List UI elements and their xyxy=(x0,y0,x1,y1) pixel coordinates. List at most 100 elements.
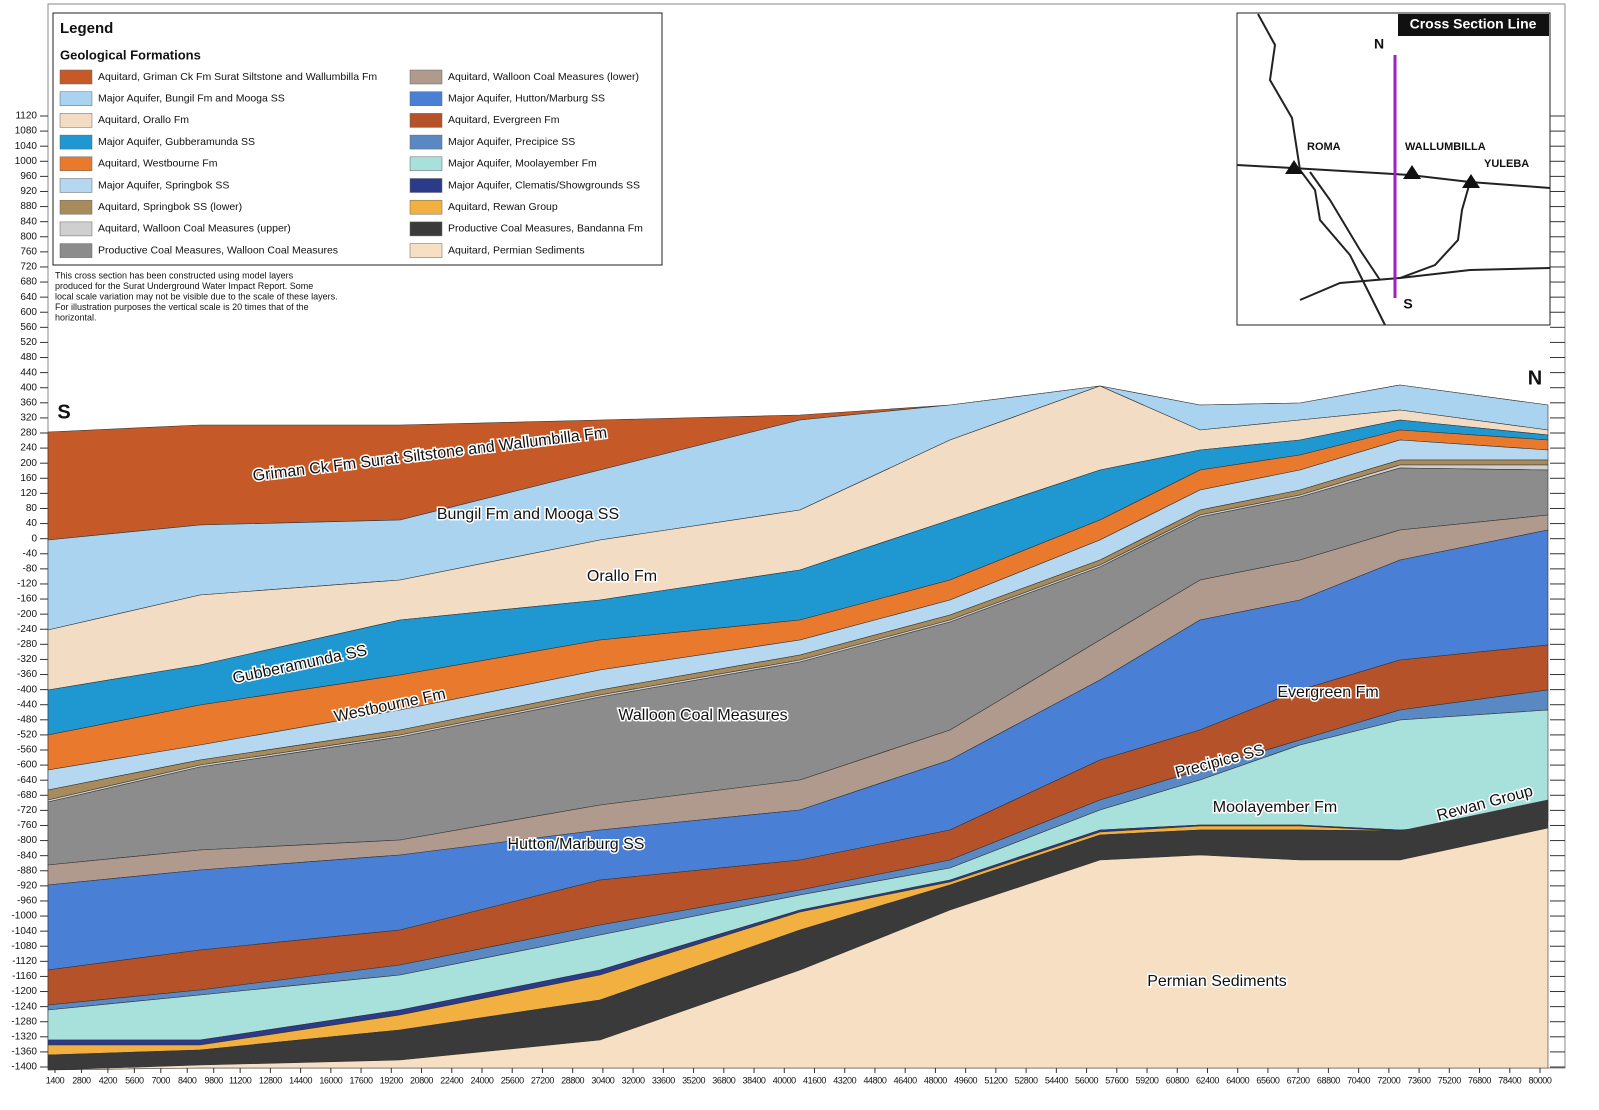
legend-label: Aquitard, Springbok SS (lower) xyxy=(98,201,242,213)
x-tick-label: 78400 xyxy=(1498,1075,1521,1085)
legend-label: Major Aquifer, Moolayember Fm xyxy=(448,158,597,170)
y-tick-label: 960 xyxy=(20,171,37,182)
south-label: S xyxy=(57,401,70,423)
y-tick-label: 280 xyxy=(20,428,37,439)
legend-label: Aquitard, Orallo Fm xyxy=(98,114,189,126)
y-tick-label: 720 xyxy=(20,262,37,273)
y-tick-label: 1040 xyxy=(15,141,38,152)
x-tick-label: 52800 xyxy=(1015,1075,1038,1085)
legend-title: Legend xyxy=(60,20,113,37)
legend-swatch xyxy=(410,70,442,84)
y-tick-label: -960 xyxy=(17,896,37,907)
y-tick-label: -1160 xyxy=(12,971,37,982)
legend-swatch xyxy=(410,244,442,258)
x-tick-label: 35200 xyxy=(682,1075,705,1085)
inset-title: Cross Section Line xyxy=(1410,16,1537,32)
y-tick-label: -560 xyxy=(17,745,37,756)
x-tick-label: 72000 xyxy=(1377,1075,1400,1085)
legend-swatch xyxy=(60,244,92,258)
x-tick-label: 4200 xyxy=(99,1075,118,1085)
y-tick-label: 1000 xyxy=(15,156,38,167)
y-tick-label: -80 xyxy=(23,563,38,574)
x-tick-label: 5600 xyxy=(125,1075,144,1085)
note-line: For illustration purposes the vertical s… xyxy=(55,302,309,312)
y-tick-label: 640 xyxy=(20,292,37,303)
x-tick-label: 11200 xyxy=(229,1075,252,1085)
legend-swatch xyxy=(410,92,442,106)
x-tick-label: 73600 xyxy=(1408,1075,1431,1085)
y-tick-label: -1120 xyxy=(12,956,37,967)
legend-swatch xyxy=(60,70,92,84)
note-line: This cross section has been constructed … xyxy=(55,270,294,280)
inset-map: Cross Section Line N S ROMA WALLUMBILLA … xyxy=(1237,13,1550,325)
legend-label: Aquitard, Permian Sediments xyxy=(448,244,585,256)
x-tick-label: 54400 xyxy=(1045,1075,1068,1085)
y-tick-label: -360 xyxy=(17,669,37,680)
legend-label: Major Aquifer, Precipice SS xyxy=(448,136,575,148)
legend-heading: Geological Formations xyxy=(60,47,201,62)
note-line: horizontal. xyxy=(55,312,97,322)
y-tick-label: -1000 xyxy=(11,911,37,922)
note-line: local scale variation may not be visible… xyxy=(55,291,338,301)
y-tick-label: -160 xyxy=(17,594,37,605)
legend-label: Major Aquifer, Hutton/Marburg SS xyxy=(448,92,605,104)
y-tick-label: 480 xyxy=(20,352,37,363)
y-tick-label: -400 xyxy=(17,684,37,695)
x-tick-label: 32000 xyxy=(622,1075,645,1085)
y-tick-label: -520 xyxy=(17,730,37,741)
y-tick-label: 240 xyxy=(20,443,37,454)
x-tick-label: 48000 xyxy=(924,1075,947,1085)
y-tick-label: -640 xyxy=(17,775,37,786)
x-tick-label: 14400 xyxy=(289,1075,312,1085)
x-tick-label: 22400 xyxy=(440,1075,463,1085)
legend-label: Aquitard, Griman Ck Fm Surat Siltstone a… xyxy=(98,71,377,83)
x-tick-label: 59200 xyxy=(1136,1075,1159,1085)
layer-label: Evergreen Fm xyxy=(1277,684,1378,701)
y-tick-label: -120 xyxy=(17,579,37,590)
legend-label: Productive Coal Measures, Walloon Coal M… xyxy=(98,244,338,256)
x-tick-label: 44800 xyxy=(863,1075,886,1085)
y-tick-label: -880 xyxy=(17,865,37,876)
legend-label: Major Aquifer, Clematis/Showgrounds SS xyxy=(448,179,640,191)
town: ROMA xyxy=(1307,141,1341,153)
x-tick-label: 46400 xyxy=(894,1075,917,1085)
y-tick-label: -840 xyxy=(17,850,37,861)
y-tick-label: 920 xyxy=(20,186,37,197)
x-tick-label: 28800 xyxy=(561,1075,584,1085)
x-tick-label: 67200 xyxy=(1287,1075,1310,1085)
y-tick-label: 800 xyxy=(20,231,37,242)
x-tick-label: 68800 xyxy=(1317,1075,1340,1085)
x-tick-label: 60800 xyxy=(1166,1075,1189,1085)
y-tick-label: -480 xyxy=(17,714,37,725)
y-tick-label: -1320 xyxy=(11,1031,37,1042)
note-line: produced for the Surat Underground Water… xyxy=(55,281,313,291)
y-tick-label: -320 xyxy=(17,654,37,665)
x-tick-label: 2800 xyxy=(72,1075,91,1085)
y-tick-label: -40 xyxy=(23,548,38,559)
y-tick-label: -200 xyxy=(17,609,37,620)
y-tick-label: -1360 xyxy=(11,1047,37,1058)
legend-swatch xyxy=(410,113,442,127)
legend-swatch xyxy=(410,200,442,214)
y-tick-label: -760 xyxy=(17,820,37,831)
layer-label: Hutton/Marburg SS xyxy=(508,836,645,853)
x-tick-label: 20800 xyxy=(410,1075,433,1085)
y-tick-label: -440 xyxy=(17,699,37,710)
legend-swatch xyxy=(410,222,442,236)
x-tick-label: 40000 xyxy=(773,1075,796,1085)
y-tick-label: -920 xyxy=(17,880,37,891)
y-tick-label: -240 xyxy=(17,624,37,635)
x-tick-label: 7000 xyxy=(152,1075,171,1085)
cross-section: 1120108010401000960920880840800760720680… xyxy=(0,0,1599,1110)
legend-label: Aquitard, Walloon Coal Measures (upper) xyxy=(98,223,291,235)
y-tick-label: 160 xyxy=(20,473,37,484)
legend-swatch xyxy=(60,157,92,171)
layer-label: Permian Sediments xyxy=(1147,973,1287,990)
x-tick-label: 1400 xyxy=(46,1075,65,1085)
y-tick-label: -1280 xyxy=(11,1016,37,1027)
legend-label: Aquitard, Walloon Coal Measures (lower) xyxy=(448,71,639,83)
x-tick-label: 12800 xyxy=(259,1075,282,1085)
legend-label: Major Aquifer, Springbok SS xyxy=(98,179,229,191)
legend-swatch xyxy=(60,92,92,106)
legend-label: Productive Coal Measures, Bandanna Fm xyxy=(448,223,643,235)
